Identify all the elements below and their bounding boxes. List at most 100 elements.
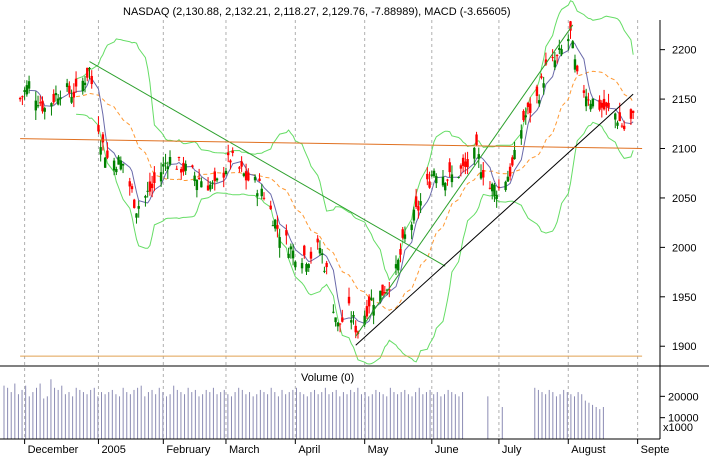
candle-up: [287, 253, 290, 258]
candle-up: [444, 182, 447, 191]
trendline-down: [89, 61, 446, 267]
candle-down: [417, 206, 420, 211]
candle-down: [620, 125, 624, 127]
candle-up: [352, 314, 355, 317]
candle-up: [65, 83, 69, 88]
date-tick-label: April: [298, 444, 320, 456]
candle-down: [338, 323, 342, 325]
trendlines: [20, 24, 643, 357]
price-tick-label: 2100: [672, 144, 696, 156]
candle-down: [365, 306, 369, 317]
candle-up: [271, 225, 275, 227]
candle-up: [278, 237, 281, 248]
candle-up: [506, 176, 510, 182]
bollinger-lower-line: [76, 113, 634, 365]
date-tick-label: Septe: [641, 444, 670, 456]
candle-up: [70, 96, 73, 103]
candle-down: [464, 161, 467, 167]
price-axis: 2200 2150 2100 2050 2000 1950 1900: [660, 45, 696, 353]
date-tick-label: February: [166, 444, 211, 456]
candle-down: [522, 110, 525, 121]
candle-down: [130, 186, 134, 190]
candle-up: [25, 85, 29, 95]
candle-down: [41, 100, 44, 112]
candle-up: [573, 59, 577, 70]
candle-up: [614, 113, 617, 120]
candle-down: [247, 172, 250, 181]
candle-up: [432, 170, 436, 177]
candle-up: [334, 317, 337, 323]
candle-down: [367, 296, 371, 307]
candle-up: [336, 322, 340, 327]
candle-down: [106, 150, 109, 158]
candle-down: [555, 55, 559, 57]
candle-down: [428, 181, 431, 188]
candle-up: [260, 188, 263, 197]
candle-down: [133, 199, 136, 208]
candle-down: [598, 99, 601, 110]
candle-up: [412, 209, 416, 221]
candle-down: [569, 21, 572, 31]
candle-up: [332, 311, 335, 313]
candle-down: [576, 65, 579, 72]
candle-up: [473, 147, 476, 159]
candle-up: [273, 219, 277, 229]
candle-up: [318, 247, 322, 254]
candle-up: [146, 190, 149, 192]
candle-down: [388, 288, 391, 291]
candle-up: [164, 162, 167, 164]
volume-tick-label: 10000: [668, 413, 699, 425]
candle-up: [162, 164, 165, 167]
candle-down: [600, 102, 604, 108]
candle-up: [256, 193, 259, 197]
candle-down: [461, 157, 465, 166]
candle-down: [229, 160, 232, 163]
candle-down: [97, 125, 100, 132]
trendline-up-support: [355, 93, 634, 346]
candle-down: [128, 181, 131, 187]
price-candles: [18, 20, 635, 339]
candle-down: [383, 291, 387, 294]
candle-down: [508, 166, 512, 177]
candle-down: [426, 173, 429, 180]
candle-down: [602, 98, 606, 110]
candle-up: [537, 100, 541, 104]
candle-up: [394, 264, 398, 269]
candle-up: [300, 263, 304, 269]
candle-up: [184, 163, 187, 171]
candle-down: [446, 179, 449, 181]
candle-up: [112, 160, 116, 171]
candle-up: [242, 173, 246, 176]
candle-down: [303, 245, 306, 256]
candle-down: [309, 251, 313, 259]
candle-up: [200, 181, 203, 188]
price-tick-label: 1900: [672, 341, 696, 353]
candle-down: [482, 170, 485, 178]
candle-down: [153, 172, 156, 184]
candle-down: [544, 59, 548, 65]
candle-up: [289, 246, 293, 250]
candle-up: [591, 98, 595, 107]
candle-up: [115, 168, 118, 173]
candle-down: [526, 102, 530, 107]
volume-tick-label: 20000: [668, 391, 699, 403]
candle-down: [276, 225, 279, 229]
chart-header: NASDAQ (2,130.88, 2,132.21, 2,118.27, 2,…: [123, 6, 510, 18]
candle-down: [206, 185, 210, 191]
date-tick-label: May: [368, 444, 389, 456]
candle-down: [148, 181, 152, 192]
moving-average-mid-line: [76, 70, 634, 311]
candle-up: [103, 157, 107, 168]
candle-up: [320, 253, 324, 256]
candle-down: [325, 262, 328, 268]
candle-up: [121, 163, 125, 166]
candle-up: [211, 182, 214, 184]
candle-up: [567, 39, 570, 42]
candle-up: [166, 166, 169, 170]
candle-down: [488, 187, 492, 189]
date-tick-label: March: [229, 444, 260, 456]
candle-up: [370, 297, 373, 300]
candle-up: [430, 174, 433, 176]
trendline-up-outer: [355, 24, 574, 337]
